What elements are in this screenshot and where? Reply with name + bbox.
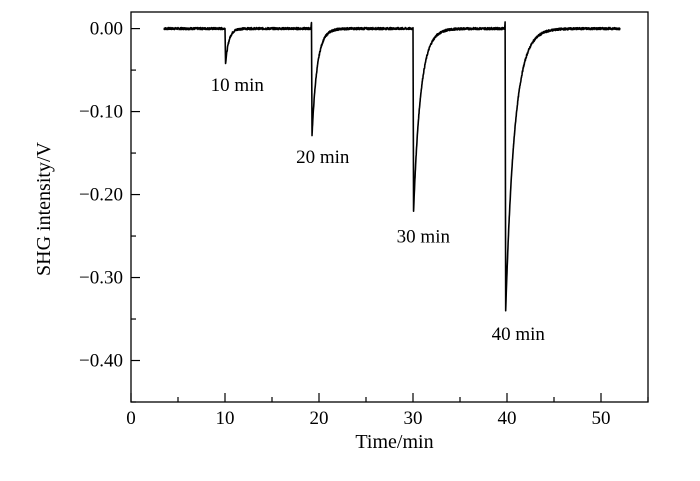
x-tick-label: 0 [126,408,136,429]
x-tick-label: 10 [216,408,235,429]
annotation-label: 30 min [397,227,451,248]
annotation-label: 20 min [296,147,350,168]
y-tick-label: −0.20 [79,185,123,206]
y-tick-label: −0.40 [79,351,123,372]
axes: 0 10 20 30 40 50 0.00 −0.10 −0.20 −0.30 −0.40 [79,11,649,429]
x-tick-label: 40 [498,408,517,429]
annotations: 10 min 20 min 30 min 40 min [211,75,546,345]
series-line [163,21,621,312]
x-axis-title: Time/min [355,431,433,453]
annotation-label: 40 min [492,324,546,345]
x-tick-label: 50 [592,408,611,429]
annotation-label: 10 min [211,75,265,96]
y-tick-label: −0.10 [79,102,123,123]
x-tick-label: 30 [404,408,423,429]
x-tick-label: 20 [310,408,329,429]
series-layer [163,21,621,312]
y-tick-label: −0.30 [79,268,123,289]
plot-frame [130,11,649,403]
y-axis-title: SHG intensity/V [33,142,55,276]
y-tick-label: 0.00 [90,19,123,40]
